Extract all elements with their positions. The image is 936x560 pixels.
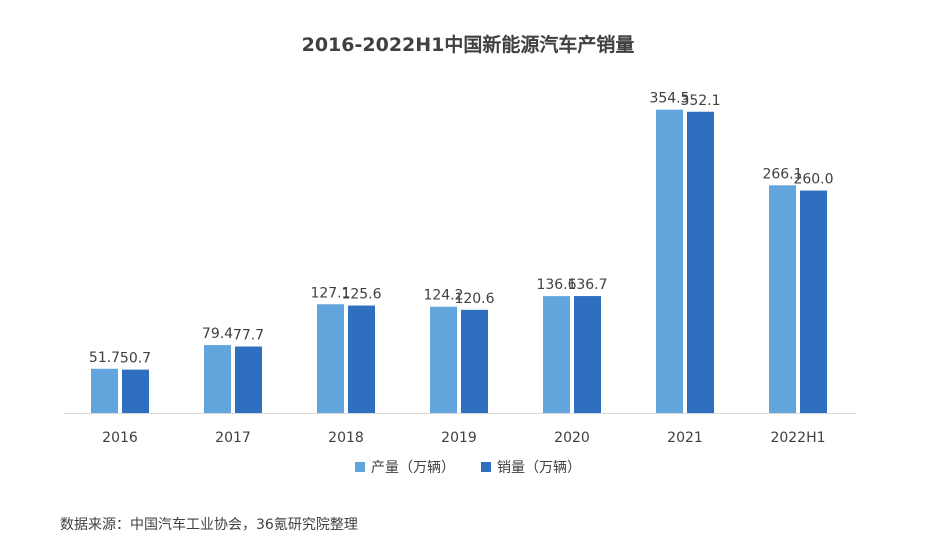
legend-item-sales: 销量（万辆） [481, 457, 581, 477]
x-tick-label-2020: 2020 [554, 430, 590, 446]
x-tick-label-2018: 2018 [328, 430, 364, 446]
x-tick-label-2022H1: 2022H1 [770, 430, 825, 446]
bar-production-2017 [204, 345, 231, 413]
bar-sales-2018 [348, 305, 375, 413]
data-label-sales-2016: 50.7 [120, 351, 151, 367]
bar-sales-2020 [574, 296, 601, 413]
bar-production-2019 [430, 306, 457, 413]
bar-production-2022H1 [769, 185, 796, 413]
legend-swatch-sales [481, 462, 491, 472]
legend: 产量（万辆） 销量（万辆） [0, 457, 936, 477]
data-label-sales-2020: 136.7 [567, 277, 607, 293]
x-tick-label-2019: 2019 [441, 430, 477, 446]
x-tick-label-2016: 2016 [102, 430, 138, 446]
data-label-production-2020: 136.6 [536, 277, 576, 293]
bar-production-2018 [317, 304, 344, 413]
bar-sales-2019 [461, 309, 488, 413]
bar-sales-2022H1 [800, 190, 827, 413]
data-label-production-2017: 79.4 [202, 326, 233, 342]
bar-production-2016 [91, 368, 118, 413]
data-label-sales-2018: 125.6 [341, 287, 381, 303]
bar-production-2021 [656, 109, 683, 413]
bar-production-2020 [543, 296, 570, 413]
bar-sales-2016 [122, 369, 149, 413]
bars-group [91, 109, 827, 414]
x-tick-label-2017: 2017 [215, 430, 251, 446]
x-tick-label-2021: 2021 [667, 430, 703, 446]
data-label-production-2019: 124.2 [423, 288, 463, 304]
data-label-sales-2017: 77.7 [233, 328, 264, 344]
data-label-production-2021: 354.5 [649, 91, 689, 107]
data-label-sales-2022H1: 260.0 [793, 172, 833, 188]
data-label-sales-2021: 352.1 [680, 93, 720, 109]
data-label-production-2016: 51.7 [89, 350, 120, 366]
legend-label-production: 产量（万辆） [371, 460, 455, 476]
legend-label-sales: 销量（万辆） [497, 460, 581, 476]
bar-sales-2021 [687, 111, 714, 414]
data-label-sales-2019: 120.6 [454, 291, 494, 307]
source-note: 数据来源：中国汽车工业协会，36氪研究院整理 [60, 517, 358, 533]
legend-swatch-production [355, 462, 365, 472]
bar-sales-2017 [235, 346, 262, 413]
data-label-production-2018: 127.1 [310, 285, 350, 301]
chart-title: 2016-2022H1中国新能源汽车产销量 [301, 34, 635, 56]
legend-item-production: 产量（万辆） [355, 457, 455, 477]
data-label-production-2022H1: 266.1 [762, 166, 802, 182]
x-tick-labels-group: 2016 2017 2018 2019 2020 2021 2022H1 [102, 430, 825, 446]
